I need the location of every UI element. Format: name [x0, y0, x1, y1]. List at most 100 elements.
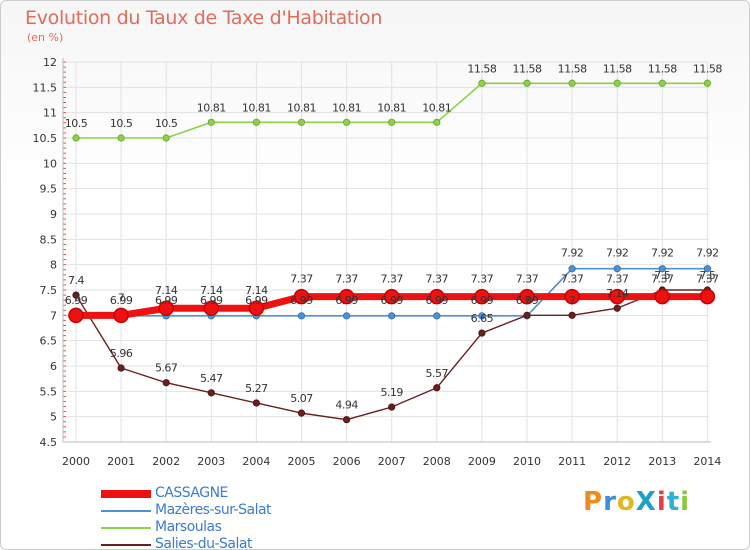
data-label: 7.37	[606, 273, 629, 286]
data-point	[293, 288, 310, 305]
data-point	[342, 312, 351, 320]
data-label: 7.37	[335, 273, 358, 286]
data-label: 5.47	[200, 372, 223, 385]
logo-letter: t	[666, 487, 681, 517]
logo-letter: i	[656, 487, 667, 517]
logo-letter: r	[603, 487, 617, 517]
data-label: 7.14	[200, 284, 223, 297]
data-point	[252, 399, 260, 407]
data-label: 6.99	[380, 294, 403, 307]
y-tick-label: 9	[50, 208, 57, 221]
x-tick-label: 2008	[423, 455, 451, 468]
data-point	[658, 265, 666, 273]
data-point	[433, 118, 441, 126]
data-label: 10.5	[65, 117, 88, 130]
data-point	[703, 265, 712, 273]
legend-swatch	[101, 527, 151, 529]
data-label: 10.5	[155, 117, 178, 130]
data-point	[117, 364, 125, 372]
data-label: 7.37	[561, 273, 584, 286]
data-label: 7	[569, 294, 576, 307]
data-label: 10.81	[422, 101, 451, 114]
data-point	[568, 311, 576, 319]
data-label: 5.96	[110, 347, 133, 360]
y-tick-label: 5	[50, 411, 57, 424]
y-tick-label: 7.5	[40, 284, 58, 297]
data-point	[523, 79, 531, 87]
y-tick-label: 8	[50, 259, 57, 272]
x-tick-label: 2002	[152, 455, 180, 468]
data-point	[297, 409, 306, 417]
y-tick-label: 4.5	[40, 436, 58, 449]
data-label: 7	[73, 291, 80, 304]
x-tick-label: 2001	[107, 455, 135, 468]
data-point	[609, 288, 625, 305]
legend-label: Marsoulas	[155, 519, 222, 535]
data-point	[68, 307, 84, 324]
data-point	[613, 265, 621, 273]
data-label: 7.14	[155, 284, 178, 297]
data-point	[478, 79, 486, 87]
data-point	[252, 118, 260, 126]
y-tick-label: 11.5	[33, 81, 58, 94]
data-point	[433, 384, 441, 392]
x-tick-label: 2010	[513, 455, 541, 468]
legend-label: Salies-du-Salat	[155, 536, 252, 550]
data-label: 7.92	[696, 247, 719, 260]
data-point	[72, 291, 80, 299]
logo-letter: i	[680, 487, 691, 517]
data-point	[388, 403, 396, 411]
y-tick-label: 7	[50, 309, 57, 322]
data-label: 7.92	[606, 247, 629, 260]
data-label: 10.81	[332, 101, 361, 114]
y-tick-label: 9.5	[40, 183, 58, 196]
series-marsoulas	[72, 79, 712, 142]
data-point	[297, 312, 306, 320]
data-label: 7.37	[426, 273, 449, 286]
x-tick-label: 2005	[288, 455, 316, 468]
data-point	[429, 288, 445, 305]
data-point	[474, 288, 490, 305]
data-label: 7.92	[561, 247, 584, 260]
data-label: 6.99	[290, 294, 313, 307]
series-cassagne	[68, 288, 716, 324]
chart-subtitle: (en %)	[27, 31, 64, 44]
data-label: 6.99	[426, 294, 449, 307]
data-point	[703, 79, 712, 87]
y-tick-label: 6	[50, 360, 57, 373]
data-label: 10.81	[242, 101, 271, 114]
data-point	[568, 79, 576, 87]
y-tick-label: 6.5	[40, 335, 58, 348]
legend-label: Mazères-sur-Salat	[155, 502, 272, 518]
legend-label: CASSAGNE	[155, 485, 228, 501]
legend-swatch	[101, 490, 151, 498]
data-point	[248, 300, 265, 316]
x-tick-label: 2012	[603, 455, 631, 468]
data-label: 6.65	[471, 312, 494, 325]
data-label: 7.37	[516, 273, 539, 286]
data-point	[117, 134, 125, 142]
data-label: 7.14	[606, 287, 629, 300]
data-label: 7.92	[651, 247, 674, 260]
data-point	[207, 118, 215, 126]
data-point	[699, 288, 716, 305]
data-label: 11.58	[513, 62, 542, 75]
data-point	[383, 288, 400, 305]
data-point	[658, 79, 666, 87]
data-label: 7.5	[699, 269, 715, 282]
y-tick-label: 8.5	[40, 233, 58, 246]
x-tick-label: 2007	[378, 455, 406, 468]
x-tick-label: 2014	[693, 455, 721, 468]
data-point	[297, 118, 306, 126]
data-label: 10.81	[287, 101, 316, 114]
data-point	[203, 300, 220, 316]
data-label: 11.58	[693, 62, 722, 75]
proxiti-logo: ProXiti	[583, 487, 690, 517]
data-label: 6.99	[516, 294, 539, 307]
y-tick-label: 10	[43, 157, 57, 170]
data-label: 7.5	[654, 269, 670, 282]
data-point	[207, 389, 215, 397]
data-point	[568, 265, 576, 273]
